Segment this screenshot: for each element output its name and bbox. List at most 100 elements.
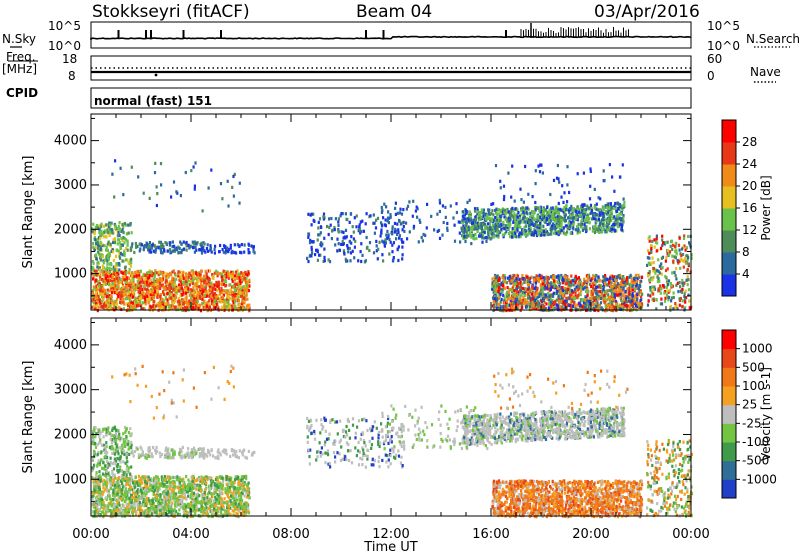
heatmap-cell bbox=[519, 294, 522, 298]
heatmap-cell bbox=[164, 295, 167, 300]
heatmap-cell bbox=[108, 289, 112, 293]
heatmap-cell bbox=[506, 290, 509, 294]
heatmap-cell bbox=[147, 301, 150, 305]
heatmap-cell bbox=[511, 235, 514, 239]
heatmap-cell bbox=[240, 294, 244, 298]
heatmap-cell bbox=[580, 223, 583, 227]
heatmap-cell bbox=[153, 275, 156, 279]
heatmap-cell bbox=[495, 291, 498, 295]
heatmap-cell bbox=[527, 290, 530, 294]
heatmap-cell bbox=[129, 264, 133, 268]
heatmap-cell bbox=[414, 209, 417, 213]
heatmap-cell bbox=[103, 230, 106, 235]
heatmap-cell bbox=[91, 230, 94, 234]
heatmap-cell bbox=[582, 301, 586, 305]
heatmap-cell bbox=[98, 284, 101, 288]
heatmap-cell bbox=[103, 301, 106, 305]
heatmap-cell bbox=[182, 282, 185, 286]
heatmap-cell bbox=[548, 212, 551, 216]
heatmap-cell bbox=[214, 295, 217, 299]
heatmap-cell bbox=[359, 220, 362, 224]
heatmap-cell bbox=[615, 305, 618, 309]
heatmap-cell bbox=[250, 244, 253, 248]
heatmap-cell bbox=[622, 214, 625, 218]
heatmap-cell bbox=[384, 224, 387, 228]
heatmap-cell bbox=[530, 275, 533, 279]
heatmap-cell bbox=[92, 267, 95, 271]
heatmap-cell bbox=[144, 295, 147, 299]
heatmap-cell bbox=[469, 226, 472, 230]
heatmap-cell bbox=[639, 298, 642, 303]
heatmap-cell bbox=[123, 266, 127, 270]
heatmap-cell bbox=[515, 224, 518, 228]
heatmap-cell bbox=[337, 217, 340, 221]
heatmap-cell bbox=[161, 251, 164, 255]
heatmap-cell bbox=[535, 230, 538, 234]
heatmap-cell bbox=[582, 208, 586, 212]
heatmap-cell bbox=[183, 247, 186, 251]
heatmap-cell bbox=[123, 222, 127, 226]
heatmap-cell bbox=[618, 303, 622, 307]
heatmap-cell bbox=[509, 210, 513, 214]
heatmap-cell bbox=[508, 277, 511, 281]
heatmap-cell bbox=[503, 225, 506, 229]
heatmap-cell bbox=[102, 266, 105, 270]
heatmap-cell bbox=[557, 230, 560, 234]
heatmap-cell bbox=[620, 304, 624, 308]
heatmap-cell bbox=[567, 281, 570, 285]
heatmap-cell bbox=[576, 229, 580, 233]
heatmap-cell bbox=[620, 217, 623, 221]
heatmap-cell bbox=[596, 289, 599, 293]
heatmap-cell bbox=[543, 215, 546, 219]
heatmap-cell bbox=[536, 292, 539, 296]
heatmap-cell bbox=[486, 217, 489, 221]
heatmap-cell bbox=[618, 212, 621, 216]
heatmap-cell bbox=[191, 307, 194, 311]
heatmap-cell bbox=[438, 209, 441, 214]
heatmap-cell bbox=[530, 301, 534, 305]
heatmap-cell bbox=[328, 217, 331, 221]
heatmap-cell bbox=[639, 304, 642, 308]
heatmap-cell bbox=[491, 231, 494, 235]
heatmap-cell bbox=[509, 230, 512, 235]
heatmap-cell bbox=[246, 286, 249, 290]
heatmap-cell bbox=[584, 295, 587, 299]
heatmap-cell bbox=[514, 207, 517, 211]
heatmap-cell bbox=[98, 272, 101, 276]
heatmap-cell bbox=[196, 287, 199, 291]
heatmap-cell bbox=[103, 303, 106, 307]
heatmap-cell bbox=[604, 204, 607, 208]
heatmap-cell bbox=[162, 285, 165, 289]
heatmap-cell bbox=[121, 275, 124, 280]
heatmap-cell bbox=[139, 269, 142, 274]
heatmap-cell bbox=[107, 294, 110, 299]
heatmap-cell bbox=[572, 223, 575, 227]
heatmap-cell bbox=[488, 216, 491, 220]
heatmap-cell bbox=[394, 206, 397, 210]
heatmap-cell bbox=[564, 224, 567, 228]
heatmap-cell bbox=[529, 298, 532, 302]
heatmap-cell bbox=[175, 277, 178, 281]
heatmap-cell bbox=[612, 206, 615, 211]
heatmap-cell bbox=[98, 224, 101, 229]
heatmap-cell bbox=[179, 280, 182, 284]
heatmap-cell bbox=[237, 283, 240, 287]
heatmap-cell bbox=[99, 258, 102, 262]
heatmap-cell bbox=[119, 300, 122, 304]
heatmap-cell bbox=[365, 235, 368, 240]
heatmap-cell bbox=[511, 230, 514, 234]
heatmap-cell bbox=[92, 245, 95, 249]
heatmap-cell bbox=[389, 215, 392, 219]
heatmap-cell bbox=[530, 288, 533, 292]
heatmap-cell bbox=[208, 303, 211, 307]
heatmap-cell bbox=[91, 259, 94, 264]
heatmap-cell bbox=[527, 218, 530, 222]
heatmap-cell bbox=[202, 284, 205, 288]
heatmap-cell bbox=[531, 297, 534, 301]
heatmap-cell bbox=[513, 279, 516, 283]
heatmap-cell bbox=[420, 235, 423, 240]
heatmap-cell bbox=[568, 224, 571, 228]
heatmap-cell bbox=[140, 280, 143, 284]
heatmap-cell bbox=[226, 298, 229, 302]
